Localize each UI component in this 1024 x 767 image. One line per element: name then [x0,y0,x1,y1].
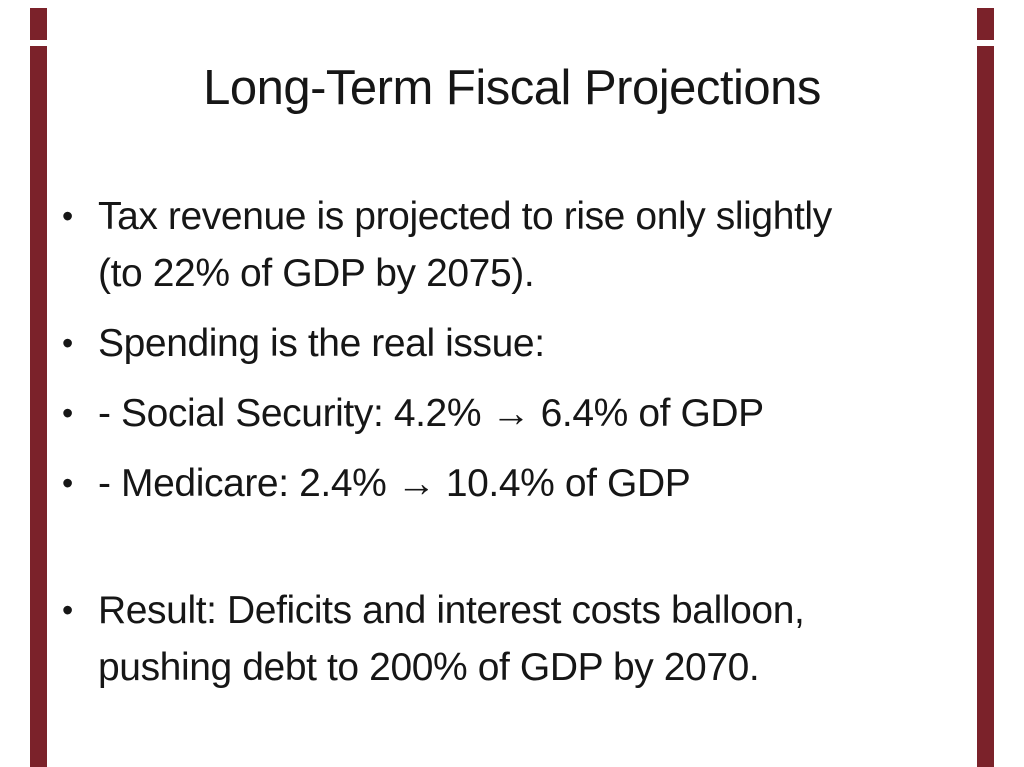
bullet-item-social-security: • - Social Security: 4.2% → 6.4% of GDP [62,385,950,442]
bullet-marker: • [62,325,73,361]
bullet-text-block: - Medicare: 2.4% → 10.4% of GDP [98,455,950,512]
bullet-item-spending: • Spending is the real issue: [62,315,950,372]
bullet-item-medicare: • - Medicare: 2.4% → 10.4% of GDP [62,455,950,512]
bullet-text-line: Result: Deficits and interest costs ball… [98,589,805,632]
bullet-text-line: - Medicare: 2.4% → 10.4% of GDP [98,462,691,505]
bullet-marker: • [62,395,73,431]
bullet-text-line: Tax revenue is projected to rise only sl… [98,195,832,238]
bullet-item-result: • Result: Deficits and interest costs ba… [62,582,950,696]
bullet-text-line: (to 22% of GDP by 2075). [98,252,535,295]
bullet-marker: • [62,465,73,501]
right-accent-bar [977,0,994,767]
slide-title: Long-Term Fiscal Projections [203,61,821,115]
bullet-marker: • [62,198,73,234]
bullet-text-block: Spending is the real issue: [98,315,950,372]
bullet-text-line: Spending is the real issue: [98,322,545,365]
right-accent-cap-square [977,8,994,40]
left-accent-cap-square [30,8,47,40]
left-accent-bar [30,0,47,767]
bullet-text-line: pushing debt to 200% of GDP by 2070. [98,646,760,689]
right-accent-rail [977,46,994,767]
left-accent-rail [30,46,47,767]
bullet-marker: • [62,592,73,628]
bullet-list: • Tax revenue is projected to rise only … [62,188,950,709]
bullet-text-block: - Social Security: 4.2% → 6.4% of GDP [98,385,950,442]
bullet-text-block: Tax revenue is projected to rise only sl… [98,188,950,302]
bullet-text-line: - Social Security: 4.2% → 6.4% of GDP [98,392,764,435]
bullet-text-block: Result: Deficits and interest costs ball… [98,582,950,696]
bullet-item-tax-revenue: • Tax revenue is projected to rise only … [62,188,950,302]
